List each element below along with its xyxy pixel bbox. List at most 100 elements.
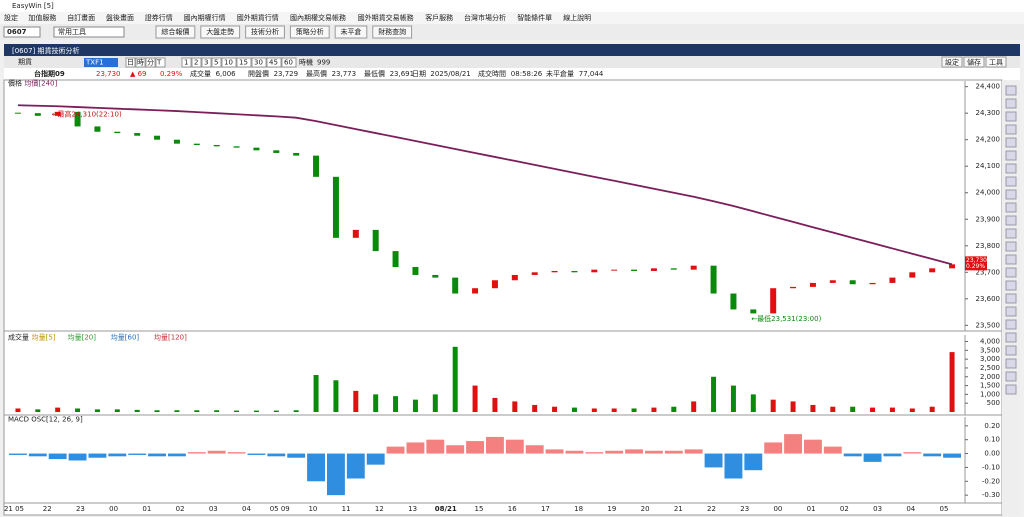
- toolbar-button[interactable]: [245, 25, 285, 39]
- tool-icon[interactable]: [1005, 280, 1017, 291]
- volume-bar: [313, 375, 319, 412]
- y-tick-label: -0.10: [982, 463, 1000, 471]
- osc-bar: [366, 453, 385, 465]
- menu-item[interactable]: 客戶服務: [425, 13, 453, 22]
- minute-button[interactable]: [281, 57, 297, 68]
- volume-bar: [333, 380, 339, 412]
- volume-bar: [631, 408, 637, 412]
- tool-icon[interactable]: [1005, 111, 1017, 122]
- tool-icon[interactable]: [1005, 241, 1017, 252]
- toolbar-button[interactable]: [289, 25, 330, 39]
- period-button[interactable]: [125, 57, 136, 68]
- tool-icon[interactable]: [1005, 137, 1017, 148]
- tool-icon[interactable]: [1005, 254, 1017, 265]
- tool-icon[interactable]: [1005, 293, 1017, 304]
- osc-bar: [466, 441, 485, 454]
- title-bar: [0, 0, 1024, 12]
- volume-bar: [293, 410, 299, 412]
- tool-icon[interactable]: [1005, 371, 1017, 382]
- osc-bar: [247, 453, 266, 455]
- osc-bar: [326, 453, 345, 496]
- tool-icon[interactable]: [1005, 306, 1017, 317]
- tool-icon[interactable]: [1005, 202, 1017, 213]
- menu-item[interactable]: 加值服務: [28, 13, 56, 22]
- info-price: 23,730: [96, 70, 121, 78]
- volume-bar: [55, 407, 61, 412]
- tool-icon[interactable]: [1005, 163, 1017, 174]
- menu-item[interactable]: 證券行情: [145, 13, 173, 22]
- minute-button[interactable]: [266, 57, 282, 68]
- tool-icon[interactable]: [1005, 176, 1017, 187]
- period-button[interactable]: [135, 57, 146, 68]
- menu-item[interactable]: 線上說明: [563, 13, 591, 22]
- tool-icon[interactable]: [1005, 345, 1017, 356]
- last-price-tag: [965, 256, 987, 271]
- candle: [849, 280, 856, 285]
- tool-icon[interactable]: [1005, 319, 1017, 330]
- candle: [472, 288, 479, 294]
- symbol-box[interactable]: [84, 58, 118, 67]
- toolbar-button[interactable]: [155, 25, 196, 39]
- toolbar-button[interactable]: [200, 25, 241, 39]
- x-tick-label: 04: [906, 505, 915, 513]
- info-change: ▲ 69: [130, 70, 147, 78]
- tool-icon[interactable]: [1005, 85, 1017, 96]
- menu-item[interactable]: 國內期權行情: [184, 13, 226, 22]
- tool-icon[interactable]: [1005, 332, 1017, 343]
- minute-button[interactable]: [211, 57, 222, 68]
- menu-item[interactable]: 智能條件單: [517, 13, 552, 22]
- tool-icon[interactable]: [1005, 98, 1017, 109]
- tool-icon[interactable]: [1005, 384, 1017, 395]
- volume-bar: [35, 409, 41, 412]
- menu-item[interactable]: 自訂畫面: [67, 13, 95, 22]
- tool-icon[interactable]: [1005, 267, 1017, 278]
- minute-button[interactable]: [191, 57, 202, 68]
- volume-bar: [134, 409, 140, 412]
- menu-item[interactable]: 國外期貨行情: [237, 13, 279, 22]
- toolbar-button[interactable]: [334, 25, 368, 39]
- candle: [253, 147, 260, 151]
- action-label: 設定: [945, 58, 959, 67]
- action-button[interactable]: [963, 56, 985, 68]
- menu-item[interactable]: 國外期貨交易帳務: [358, 13, 414, 22]
- tool-icon[interactable]: [1005, 358, 1017, 369]
- tool-icon[interactable]: [1005, 124, 1017, 135]
- tool-icon[interactable]: [1005, 150, 1017, 161]
- y-tick-label: 23,900: [976, 215, 1001, 223]
- minute-button[interactable]: [251, 57, 267, 68]
- tool-icon[interactable]: [1005, 215, 1017, 226]
- action-button[interactable]: [985, 56, 1007, 68]
- toolbar-button[interactable]: [372, 25, 413, 39]
- panel-title: MACD OSC[12, 26, 9]: [8, 416, 83, 424]
- menu-item[interactable]: 盤後畫面: [106, 13, 134, 22]
- osc-bar: [88, 453, 107, 458]
- candle: [193, 143, 200, 145]
- menu-item[interactable]: 國內期權交易帳務: [290, 13, 346, 22]
- y-tick-label: 24,200: [976, 136, 1001, 144]
- tool-select[interactable]: [53, 26, 125, 38]
- candle: [173, 139, 180, 144]
- osc-bar: [545, 449, 564, 454]
- y-tick-label: 1,500: [980, 382, 1000, 390]
- osc-bar: [406, 442, 425, 454]
- x-tick-label: 00: [109, 505, 118, 513]
- period-button[interactable]: [155, 57, 166, 68]
- volume-bar: [651, 407, 657, 412]
- osc-bar: [28, 453, 47, 457]
- action-button[interactable]: [941, 56, 963, 68]
- minute-button[interactable]: [221, 57, 237, 68]
- menu-item[interactable]: 台灣市場分析: [464, 13, 506, 22]
- period-button[interactable]: [145, 57, 156, 68]
- minute-button[interactable]: [236, 57, 252, 68]
- minute-button[interactable]: [181, 57, 192, 68]
- tool-icon[interactable]: [1005, 228, 1017, 239]
- toolbar-button-label: 大盤走勢: [206, 27, 234, 36]
- menu-item[interactable]: 設定: [4, 13, 18, 22]
- osc-bar: [863, 453, 882, 462]
- volume-bar: [810, 404, 816, 412]
- volume-bar: [711, 376, 717, 412]
- osc-bar: [148, 453, 167, 457]
- minute-button[interactable]: [201, 57, 212, 68]
- tool-icon[interactable]: [1005, 189, 1017, 200]
- osc-bar: [744, 453, 763, 471]
